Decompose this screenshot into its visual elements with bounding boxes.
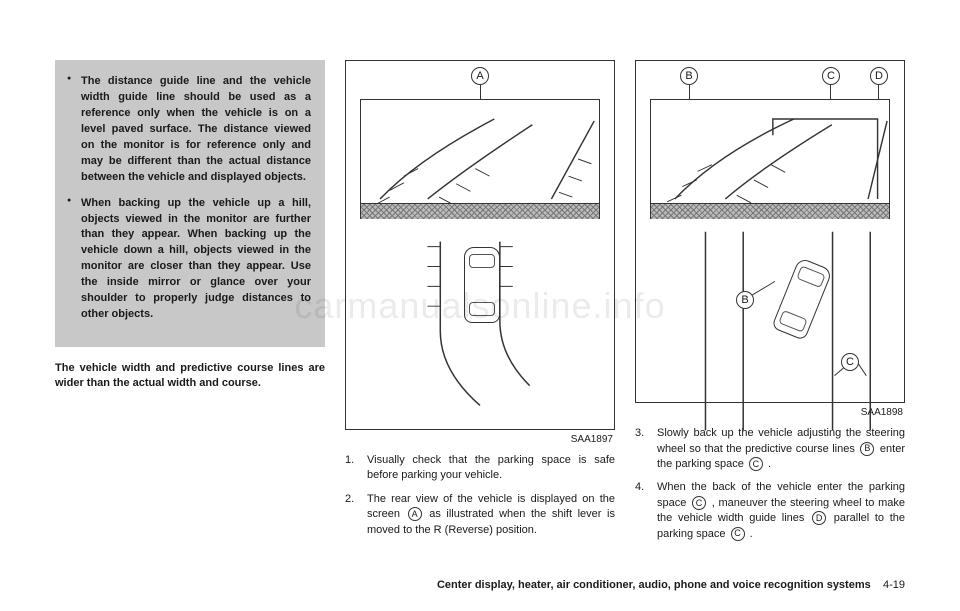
car-left — [464, 247, 500, 323]
inline-circ-d: D — [812, 511, 826, 525]
inline-circ-c1: C — [749, 457, 763, 471]
monitor-left — [360, 99, 600, 219]
step-3: 3. Slowly back up the vehicle adjusting … — [635, 426, 905, 472]
figure-code-left: SAA1897 — [345, 434, 615, 445]
label-b-bottom: B — [736, 291, 754, 309]
footer: Center display, heater, air conditioner,… — [437, 579, 905, 591]
leader-a — [480, 85, 481, 99]
label-a: A — [471, 67, 489, 85]
monitor-left-svg — [361, 100, 599, 218]
bullet-2: When backing up the vehicle up a hill, o… — [81, 196, 311, 324]
step-4: 4. When the back of the vehicle enter th… — [635, 480, 905, 542]
page-columns: The distance guide line and the vehicle … — [55, 60, 905, 550]
footer-page: 4-19 — [883, 579, 905, 591]
figure-right: B C D — [635, 60, 905, 403]
label-c-top: C — [822, 67, 840, 85]
leader-c — [830, 85, 831, 99]
bold-note: The vehicle width and predictive course … — [55, 361, 325, 392]
caution-box: The distance guide line and the vehicle … — [55, 60, 325, 347]
bumper-hatch-left — [361, 203, 599, 219]
steps-left: 1. Visually check that the parking space… — [345, 453, 615, 546]
inline-circ-b: B — [860, 442, 874, 456]
label-b-top: B — [680, 67, 698, 85]
topview-right-svg — [636, 231, 904, 431]
inline-circ-c3: C — [731, 527, 745, 541]
footer-section: Center display, heater, air conditioner,… — [437, 579, 871, 591]
step-1: 1. Visually check that the parking space… — [345, 453, 615, 484]
leader-d — [878, 85, 879, 99]
monitor-right-svg — [651, 100, 889, 218]
label-c-bottom: C — [841, 353, 859, 371]
step-2: 2. The rear view of the vehicle is displ… — [345, 492, 615, 538]
figure-left: A — [345, 60, 615, 430]
bumper-hatch-right — [651, 203, 889, 219]
column-1: The distance guide line and the vehicle … — [55, 60, 325, 550]
label-d-top: D — [870, 67, 888, 85]
column-2: A SAA1897 — [345, 60, 615, 550]
column-3: B C D — [635, 60, 905, 550]
leader-b — [689, 85, 690, 99]
steps-right: 3. Slowly back up the vehicle adjusting … — [635, 426, 905, 550]
inline-circ-a: A — [408, 507, 422, 521]
inline-circ-c2: C — [692, 496, 706, 510]
bullet-1: The distance guide line and the vehicle … — [81, 74, 311, 186]
monitor-right — [650, 99, 890, 219]
